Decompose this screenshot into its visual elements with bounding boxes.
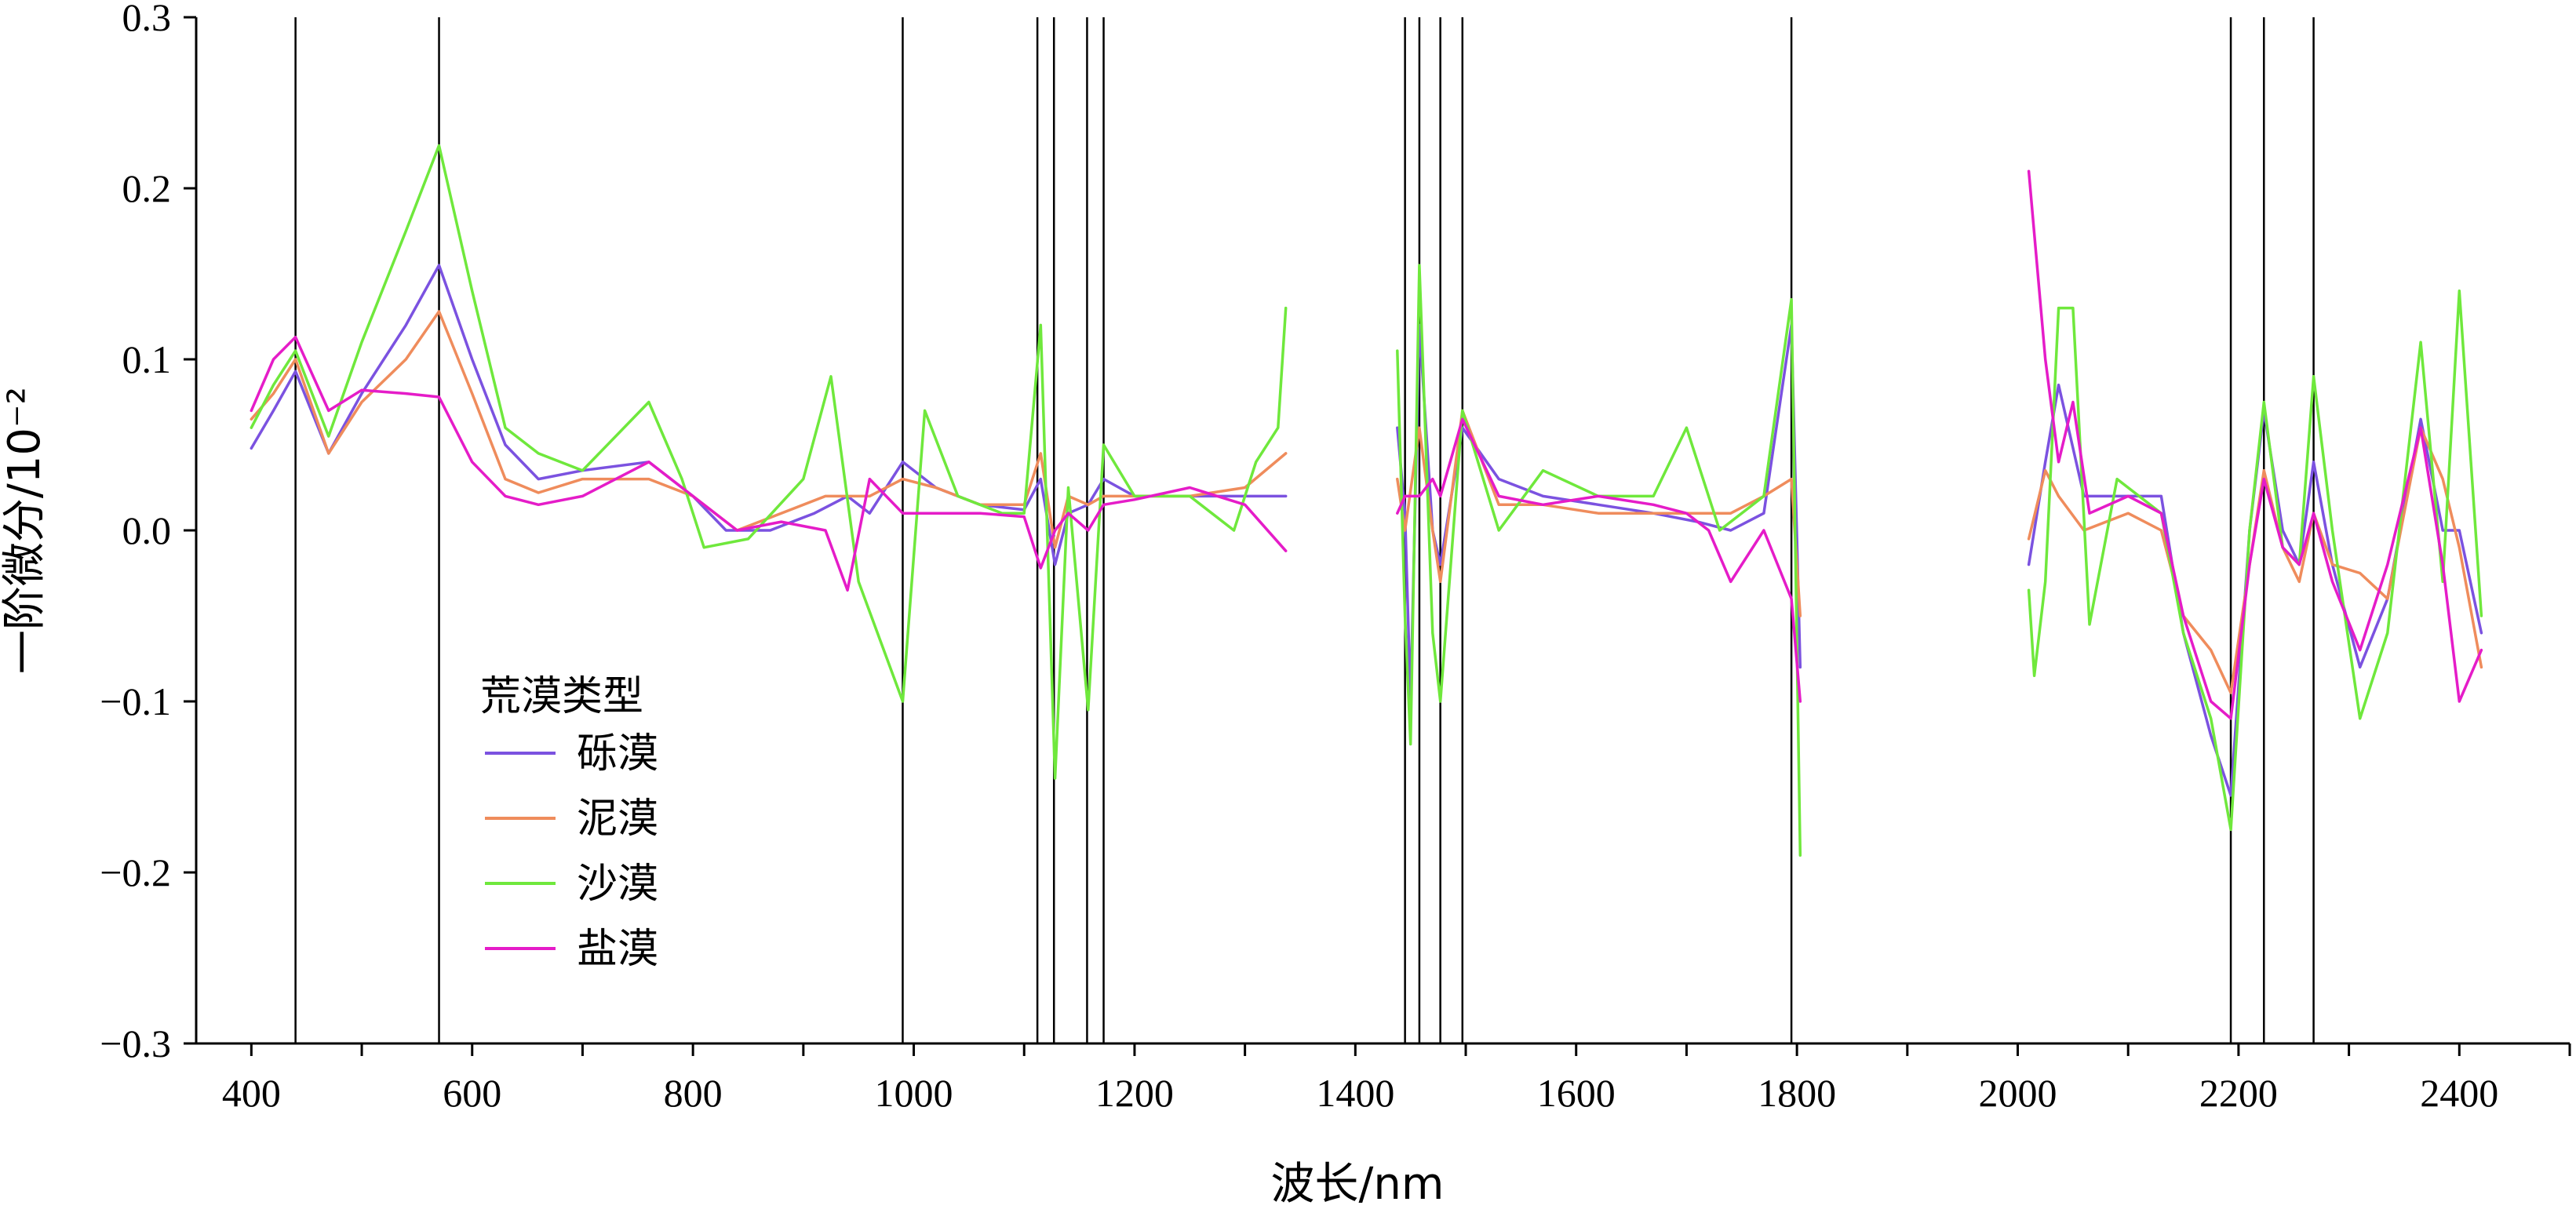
series-line-0-segment-0 <box>250 264 1288 566</box>
y-tick-label-1: 0.2 <box>122 166 172 210</box>
x-tick-label-9: 2200 <box>2199 1071 2278 1115</box>
y-ticks: 0.3 0.2 0.1 0.0 −0.1 −0.2 −0.3 <box>100 0 196 1065</box>
x-tick-label-2: 800 <box>664 1071 723 1115</box>
x-tick-label-10: 2400 <box>2420 1071 2498 1115</box>
y-tick-label-6: −0.3 <box>100 1021 171 1065</box>
y-axis-title: 一阶微分/10⁻² <box>0 387 50 674</box>
series-line-3-segment-0 <box>250 335 1288 592</box>
axes <box>195 17 2570 1045</box>
x-tick-label-8: 2000 <box>1979 1071 2057 1115</box>
x-tick-label-3: 1000 <box>875 1071 953 1115</box>
x-tick-label-0: 400 <box>222 1071 281 1115</box>
series-lines <box>250 144 2483 857</box>
legend-label-2: 沙漠 <box>577 861 658 908</box>
x-ticks: 400 600 800 1000 1200 1400 1600 1800 2000 2200 240… <box>222 1043 2571 1115</box>
y-tick-label-2: 0.1 <box>122 337 172 381</box>
y-tick-label-0: 0.3 <box>122 0 172 39</box>
legend-label-0: 砾漠 <box>577 730 658 777</box>
legend-label-3: 盐漠 <box>577 926 658 973</box>
y-tick-label-4: −0.1 <box>100 679 171 723</box>
x-tick-label-7: 1800 <box>1758 1071 1836 1115</box>
legend-title: 荒漠类型 <box>480 673 643 720</box>
x-tick-label-6: 1600 <box>1537 1071 1616 1115</box>
series-line-3-segment-2 <box>2027 169 2483 720</box>
legend-label-1: 泥漠 <box>577 796 658 843</box>
series-line-1-segment-2 <box>2027 426 2483 694</box>
x-tick-label-5: 1400 <box>1316 1071 1394 1115</box>
y-tick-label-5: −0.2 <box>100 850 171 894</box>
y-tick-label-3: 0.0 <box>122 508 172 552</box>
series-line-2-segment-1 <box>1396 264 1802 857</box>
x-tick-label-4: 1200 <box>1095 1071 1174 1115</box>
series-line-2-segment-0 <box>250 144 1288 780</box>
series-line-3-segment-1 <box>1396 417 1802 703</box>
x-axis-title: 波长/nm <box>1271 1159 1445 1209</box>
x-tick-label-1: 600 <box>443 1071 501 1115</box>
series-line-2-segment-2 <box>2027 290 2483 832</box>
series-line-1-segment-0 <box>250 310 1288 549</box>
